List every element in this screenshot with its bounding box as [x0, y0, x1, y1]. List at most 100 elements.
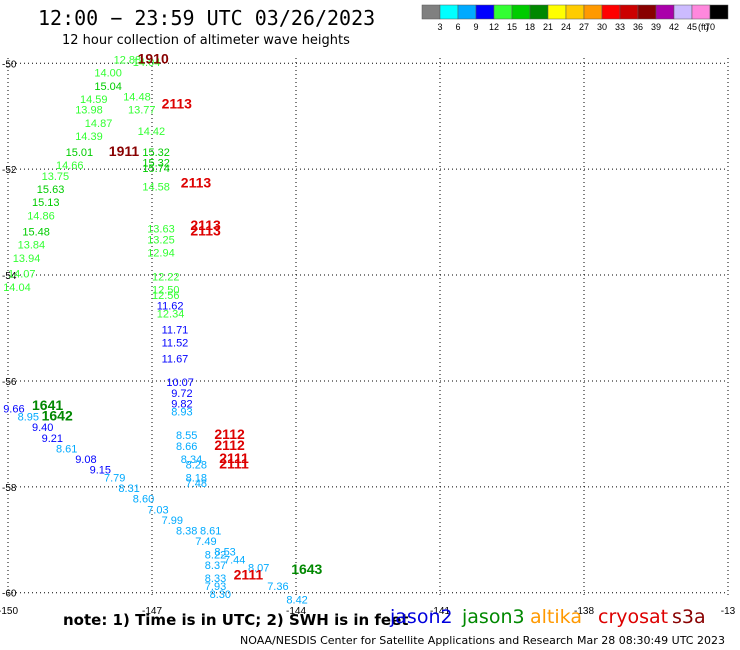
- wave-height-value: 14.59: [80, 94, 108, 106]
- pass-time-label: 2113: [181, 175, 212, 191]
- wave-height-value: 13.75: [42, 171, 70, 183]
- colorbar-swatch: [619, 4, 639, 20]
- colorbar-label: 12: [489, 22, 499, 32]
- colorbar-swatch: [529, 4, 549, 20]
- colorbar-label: 45: [687, 22, 697, 32]
- footer-credit: NOAA/NESDIS Center for Satellite Applica…: [240, 634, 574, 647]
- wave-height-value: 14.04: [133, 57, 161, 69]
- colorbar-swatch: [709, 4, 729, 20]
- wave-height-value: 9.40: [32, 422, 53, 434]
- wave-height-value: 15.48: [22, 226, 50, 238]
- pass-time-label: 2111: [234, 566, 264, 582]
- wave-height-value: 10.07: [166, 377, 194, 389]
- wave-height-value: 14.66: [56, 160, 84, 172]
- wave-height-value: 15.01: [66, 147, 94, 159]
- colorbar-label: 70: [705, 22, 715, 32]
- pass-time-label: 2111: [219, 450, 249, 466]
- wave-height-value: 14.48: [123, 91, 151, 103]
- colorbar-swatch: [583, 4, 603, 20]
- x-tick-label: -150: [0, 606, 18, 617]
- wave-height-value: 7.03: [147, 504, 168, 516]
- wave-height-value: 8.37: [205, 560, 226, 572]
- y-tick-label: -50: [2, 59, 17, 70]
- wave-height-value: 12.34: [157, 308, 185, 320]
- colorbar-label: 18: [525, 22, 535, 32]
- colorbar-label: 39: [651, 22, 661, 32]
- wave-height-value: 8.61: [200, 525, 221, 537]
- colorbar-swatch: [421, 4, 441, 20]
- wave-height-value: 12.56: [152, 290, 180, 302]
- wave-height-value: 9.82: [171, 398, 192, 410]
- wave-height-value: 8.18: [186, 473, 207, 485]
- colorbar-label: 30: [597, 22, 607, 32]
- wave-height-value: 15.63: [37, 184, 65, 196]
- wave-height-value: 13.94: [13, 253, 41, 265]
- x-tick-label: -144: [286, 606, 306, 617]
- colorbar-label: 9: [473, 22, 478, 32]
- pass-time-label: 2112: [214, 426, 245, 442]
- wave-height-value: 8.60: [133, 494, 154, 506]
- colorbar-swatch: [493, 4, 513, 20]
- colorbar-label: 15: [507, 22, 517, 32]
- wave-height-value: 13.25: [147, 234, 175, 246]
- wave-height-value: 9.21: [42, 433, 63, 445]
- legend-jason3: jason3: [462, 606, 525, 628]
- wave-height-value: 11.52: [162, 338, 189, 350]
- wave-height-value: 14.39: [75, 131, 103, 143]
- wave-height-value: 8.07: [248, 563, 269, 575]
- y-tick-label: -56: [2, 377, 17, 388]
- legend-jason2: jason2: [390, 606, 453, 628]
- colorbar-label: 33: [615, 22, 625, 32]
- wave-height-value: 13.63: [147, 224, 175, 236]
- colorbar-swatch: [601, 4, 621, 20]
- colorbar-label: 6: [455, 22, 460, 32]
- wave-height-value: 8.66: [176, 441, 197, 453]
- colorbar-swatch: [673, 4, 693, 20]
- colorbar-label: 42: [669, 22, 679, 32]
- wave-height-value: 7.93: [205, 581, 226, 593]
- wave-height-value: 12.22: [152, 271, 180, 283]
- pass-time-label: 1642: [42, 408, 73, 424]
- wave-height-value: 9.66: [3, 404, 24, 416]
- colorbar-unit: (ft): [698, 22, 709, 32]
- wave-height-value: 14.04: [3, 282, 31, 294]
- chart-subtitle: 12 hour collection of altimeter wave hei…: [62, 33, 350, 48]
- wave-height-value: 14.07: [8, 269, 36, 281]
- wave-height-value: 7.49: [195, 536, 216, 548]
- wave-height-value: 7.99: [162, 515, 183, 527]
- wave-height-value: 8.28: [186, 459, 207, 471]
- x-tick-label: -138: [574, 606, 594, 617]
- y-tick-label: -58: [2, 483, 17, 494]
- x-tick-label: -147: [142, 606, 162, 617]
- colorbar-swatch: [691, 4, 711, 20]
- y-tick-label: -52: [2, 165, 17, 176]
- wave-height-value: 8.53: [214, 547, 235, 559]
- wave-height-value: 15.32: [142, 158, 170, 170]
- colorbar-swatch: [637, 4, 657, 20]
- wave-height-value: 7.79: [104, 473, 125, 485]
- legend-altika: altika: [530, 606, 582, 628]
- wave-height-value: 14.00: [94, 68, 122, 80]
- legend-s3a: s3a: [672, 606, 706, 628]
- pass-time-label: 1910: [138, 50, 169, 66]
- legend-cryosat: cryosat: [598, 606, 669, 628]
- wave-height-value: 8.34: [181, 454, 202, 466]
- wave-height-value: 11.67: [162, 353, 189, 365]
- wave-height-value: 15.32: [142, 147, 170, 159]
- wave-height-value: 8.61: [56, 443, 77, 455]
- wave-height-value: 12.88: [114, 54, 142, 66]
- wave-height-value: 9.08: [75, 454, 96, 466]
- wave-height-value: 8.93: [171, 406, 192, 418]
- pass-time-label: 2113: [162, 95, 193, 111]
- y-tick-label: -54: [2, 271, 17, 282]
- wave-height-value: 8.95: [18, 412, 39, 424]
- pass-time-label: 2113: [190, 222, 221, 238]
- pass-time-label: 2112: [214, 437, 245, 453]
- wave-height-value: 13.84: [18, 240, 46, 252]
- wave-height-value: 12.50: [152, 285, 180, 297]
- wave-height-value: 8.55: [176, 430, 197, 442]
- wave-height-value: 11.71: [162, 324, 189, 336]
- footer-timestamp: Mar 28 08:30:49 UTC 2023: [577, 634, 725, 647]
- wave-height-value: 14.87: [85, 118, 113, 130]
